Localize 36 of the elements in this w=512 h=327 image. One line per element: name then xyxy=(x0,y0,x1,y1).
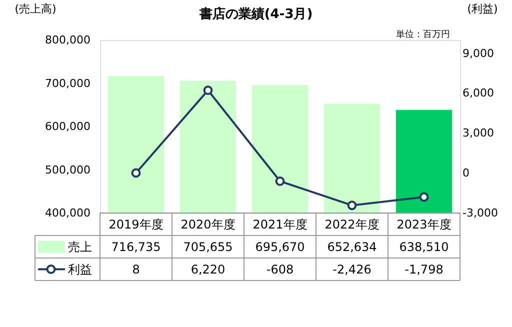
data-label: 652,634 xyxy=(327,240,377,254)
y2-tick-label: 0 xyxy=(462,166,470,180)
chart-title: 書店の業績(4-3月) xyxy=(198,6,313,22)
x-tick-label: 2023年度 xyxy=(396,217,452,232)
y-tick-label: 600,000 xyxy=(45,120,90,133)
y2-tick-label: 6,000 xyxy=(462,86,494,100)
point xyxy=(275,176,285,186)
text: 単位：百万円 xyxy=(396,29,450,40)
y2-tick-label: 9,000 xyxy=(462,46,494,60)
point xyxy=(131,168,141,178)
point xyxy=(347,200,357,210)
y-tick-label: 800,000 xyxy=(45,34,90,46)
y-tick-label: 400,000 xyxy=(45,206,90,220)
y2-axis-title: (利益) xyxy=(467,2,498,16)
x-tick-label: 2020年度 xyxy=(180,217,236,232)
point xyxy=(419,192,429,202)
y-tick-label: 700,000 xyxy=(45,76,90,90)
x-tick-label: 2021年度 xyxy=(252,217,308,232)
y2-tick-label: 3,000 xyxy=(462,126,494,140)
data-label: 8 xyxy=(132,262,140,276)
y-axis-title: (売上高) xyxy=(14,2,56,16)
y-tick-label: 500,000 xyxy=(45,163,90,176)
legend-label: 売上 xyxy=(68,240,92,254)
data-label: -608 xyxy=(266,262,294,276)
data-label: 716,735 xyxy=(111,240,161,254)
data-label: 695,670 xyxy=(255,240,305,254)
point xyxy=(203,86,213,96)
legend-label: 利益 xyxy=(68,262,92,276)
y2-tick-label: -3,000 xyxy=(462,206,498,220)
data-label: 638,510 xyxy=(399,240,449,254)
data-label: -2,426 xyxy=(332,262,372,276)
data-label: 6,220 xyxy=(190,262,226,276)
x-tick-label: 2019年度 xyxy=(108,217,164,232)
data-label: 705,655 xyxy=(183,240,233,254)
x-tick-label: 2022年度 xyxy=(324,217,380,232)
data-label: -1,798 xyxy=(404,262,444,276)
